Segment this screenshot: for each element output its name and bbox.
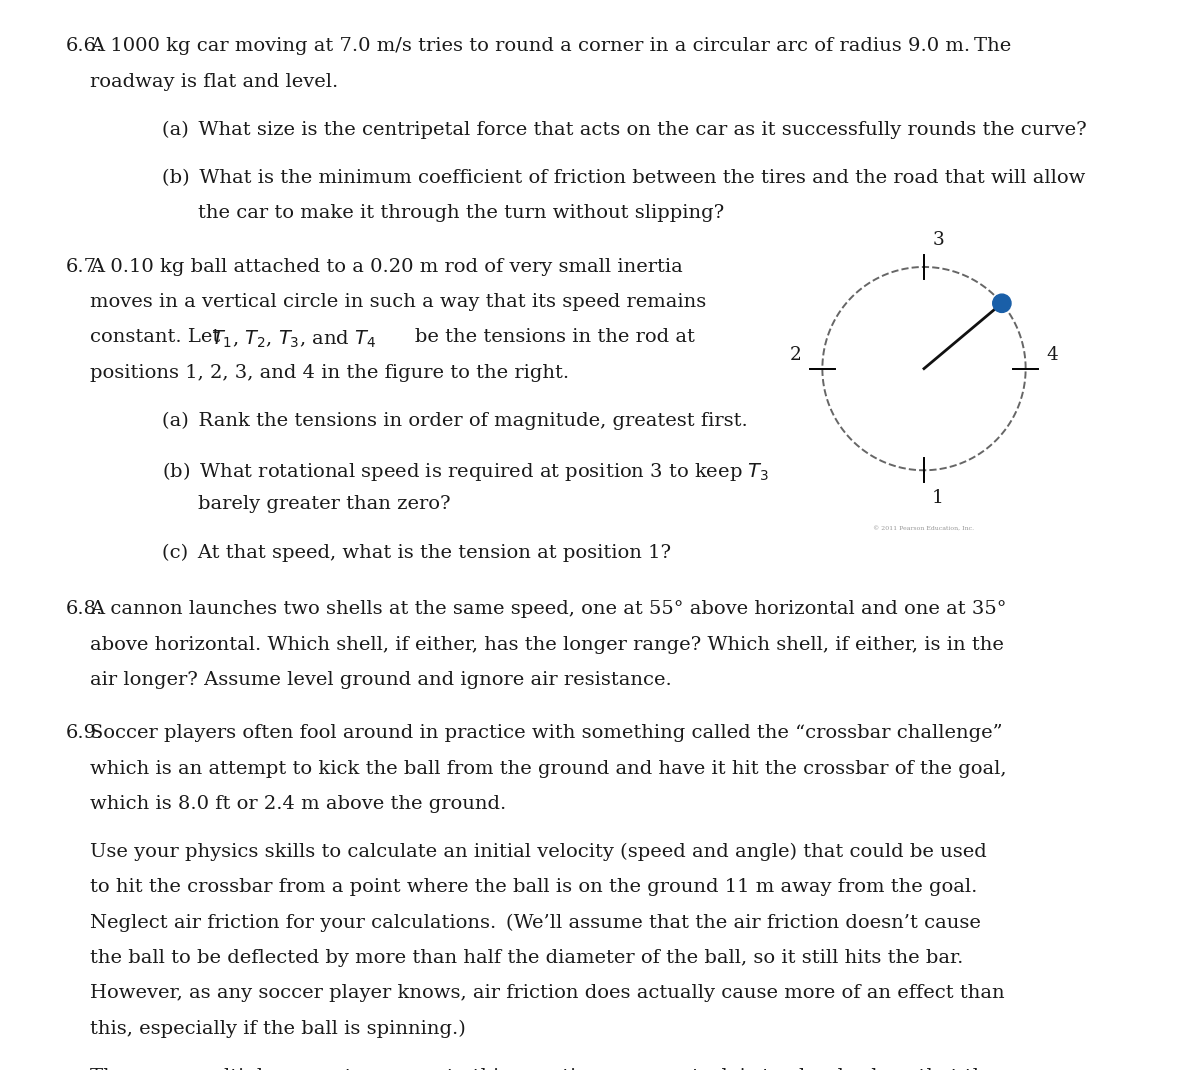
Text: roadway is flat and level.: roadway is flat and level. (90, 73, 338, 91)
Text: 6.9.: 6.9. (66, 724, 103, 743)
Text: (a) What size is the centripetal force that acts on the car as it successfully r: (a) What size is the centripetal force t… (162, 121, 1087, 139)
Text: moves in a vertical circle in such a way that its speed remains: moves in a vertical circle in such a way… (90, 293, 707, 311)
Text: (a) Rank the tensions in order of magnitude, greatest first.: (a) Rank the tensions in order of magnit… (162, 412, 748, 430)
Text: 2: 2 (790, 346, 802, 364)
Text: 1: 1 (932, 489, 944, 506)
Text: the car to make it through the turn without slipping?: the car to make it through the turn with… (198, 204, 725, 223)
Text: © 2011 Pearson Education, Inc.: © 2011 Pearson Education, Inc. (874, 526, 974, 531)
Text: A 1000 kg car moving at 7.0 m/s tries to round a corner in a circular arc of rad: A 1000 kg car moving at 7.0 m/s tries to… (90, 37, 1012, 56)
Text: Neglect air friction for your calculations. (We’ll assume that the air friction : Neglect air friction for your calculatio… (90, 914, 980, 932)
Circle shape (992, 294, 1012, 312)
Text: the ball to be deflected by more than half the diameter of the ball, so it still: the ball to be deflected by more than ha… (90, 949, 964, 967)
Text: air longer? Assume level ground and ignore air resistance.: air longer? Assume level ground and igno… (90, 671, 672, 689)
Text: above horizontal. Which shell, if either, has the longer range? Which shell, if : above horizontal. Which shell, if either… (90, 636, 1004, 654)
Text: $T_1$, $T_2$, $T_3$, and $T_4$: $T_1$, $T_2$, $T_3$, and $T_4$ (211, 328, 377, 350)
Text: 6.7.: 6.7. (66, 258, 103, 276)
Text: which is an attempt to kick the ball from the ground and have it hit the crossba: which is an attempt to kick the ball fro… (90, 760, 1007, 778)
Text: There are multiple correct answers to this question, so your task is to clearly : There are multiple correct answers to th… (90, 1068, 997, 1070)
Text: A 0.10 kg ball attached to a 0.20 m rod of very small inertia: A 0.10 kg ball attached to a 0.20 m rod … (90, 258, 683, 276)
Text: Soccer players often fool around in practice with something called the “crossbar: Soccer players often fool around in prac… (90, 724, 1003, 743)
Text: which is 8.0 ft or 2.4 m above the ground.: which is 8.0 ft or 2.4 m above the groun… (90, 795, 506, 813)
Text: constant. Let                                                 be the tensions in: constant. Let be the tensions in (90, 328, 695, 347)
Text: However, as any soccer player knows, air friction does actually cause more of an: However, as any soccer player knows, air… (90, 984, 1004, 1003)
Text: this, especially if the ball is spinning.): this, especially if the ball is spinning… (90, 1020, 466, 1038)
Text: (b) What rotational speed is required at position 3 to keep $T_3$: (b) What rotational speed is required at… (162, 460, 769, 483)
Text: barely greater than zero?: barely greater than zero? (198, 495, 451, 514)
Text: (c) At that speed, what is the tension at position 1?: (c) At that speed, what is the tension a… (162, 544, 671, 562)
Text: 3: 3 (932, 231, 944, 248)
Text: positions 1, 2, 3, and 4 in the figure to the right.: positions 1, 2, 3, and 4 in the figure t… (90, 364, 569, 382)
Text: (b) What is the minimum coefficient of friction between the tires and the road t: (b) What is the minimum coefficient of f… (162, 169, 1085, 187)
Text: 4: 4 (1046, 346, 1057, 364)
Text: 6.8.: 6.8. (66, 600, 103, 618)
Text: A cannon launches two shells at the same speed, one at 55° above horizontal and : A cannon launches two shells at the same… (90, 600, 1007, 618)
Text: to hit the crossbar from a point where the ball is on the ground 11 m away from : to hit the crossbar from a point where t… (90, 878, 977, 897)
Text: Use your physics skills to calculate an initial velocity (speed and angle) that : Use your physics skills to calculate an … (90, 843, 986, 861)
Text: 6.6.: 6.6. (66, 37, 103, 56)
